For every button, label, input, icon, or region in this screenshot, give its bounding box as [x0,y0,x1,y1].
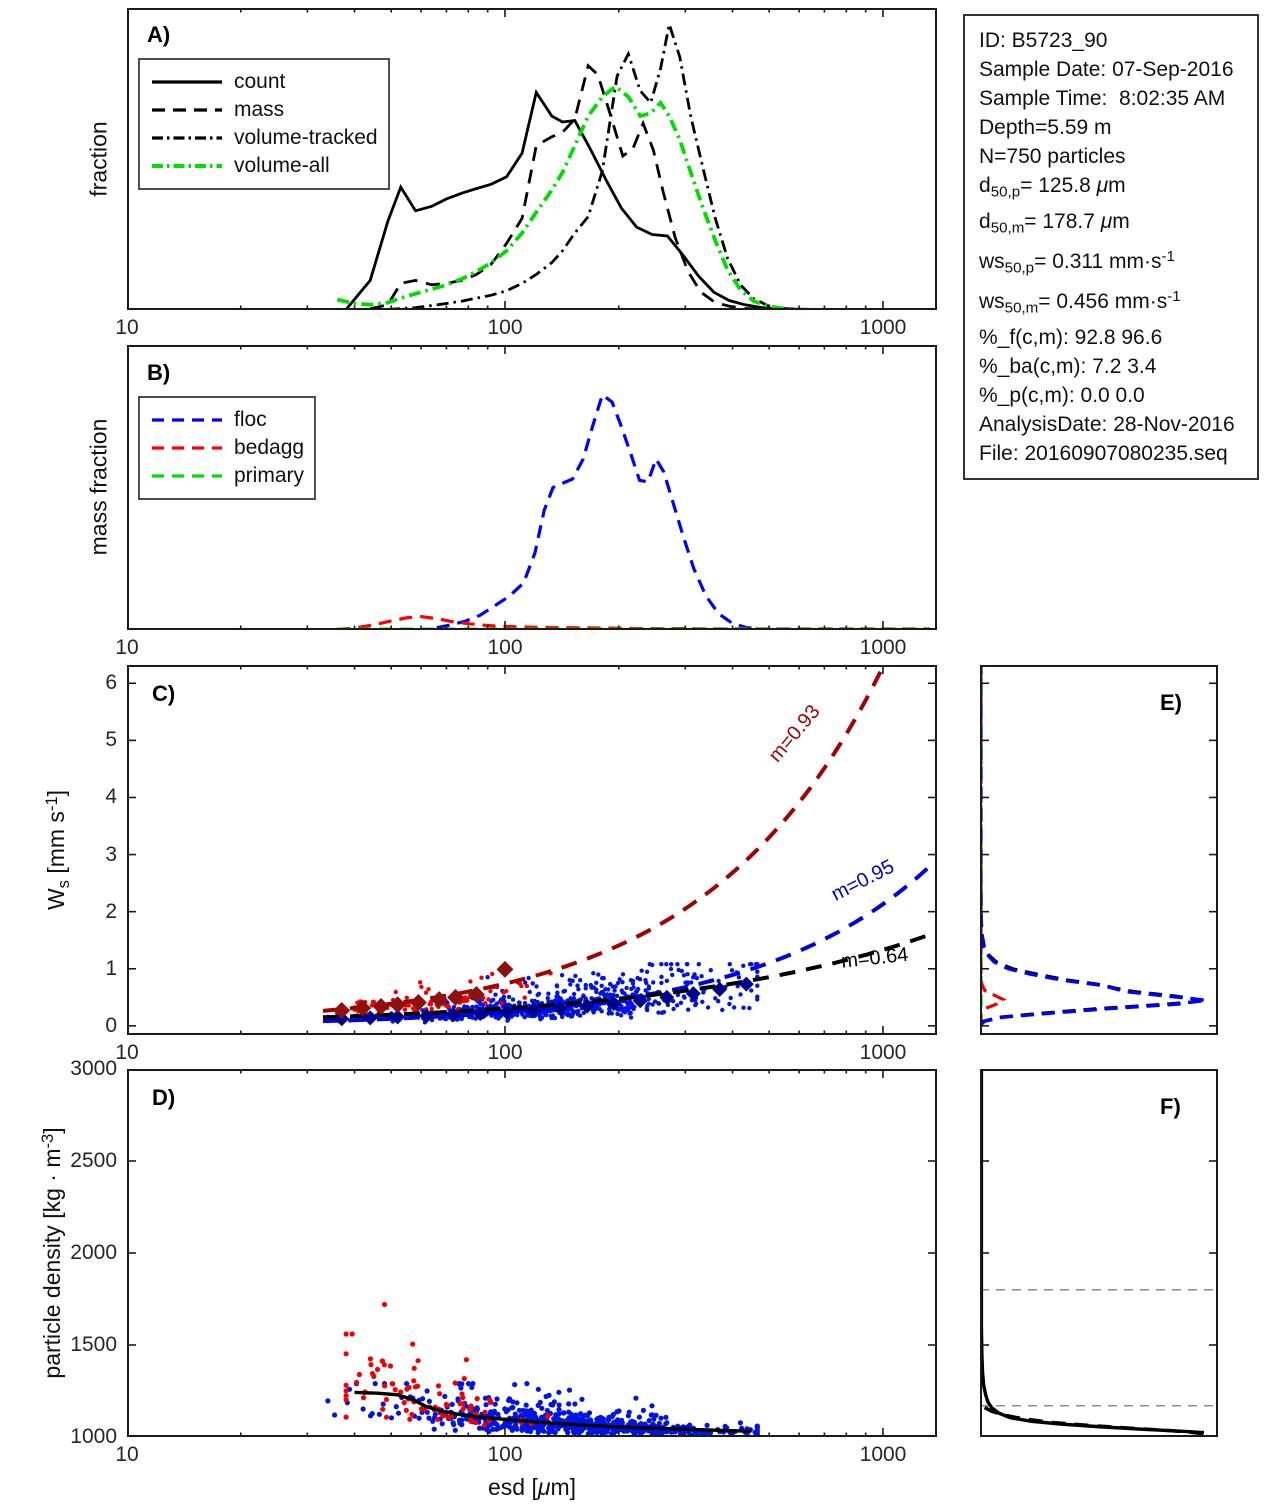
x-tick-label: 1000 [859,1041,907,1064]
x-tick-label: 10 [115,1041,139,1064]
markers-floc-median [334,976,754,1027]
info-line: File: 20160907080235.seq [979,441,1228,465]
legend-label: volume-tracked [234,126,378,149]
y-tick-label: 2 [105,900,117,923]
legend-item-primary: primary [150,462,304,490]
y-tick-label: 1500 [70,1333,117,1356]
x-tick-label: 100 [487,316,523,339]
info-line: Sample Date: 07-Sep-2016 [979,58,1234,81]
legend-item-mass: mass [150,96,378,124]
x-tick-label: 10 [115,1443,139,1466]
panel-b-letter: B) [147,360,171,385]
x-tick-label: 10 [115,316,139,339]
series-floc-ws [980,666,1207,1026]
scatter-bedagg-outliers [381,1301,416,1347]
panel-c-plot: m=0.93 m=0.95 m=0.64 [127,665,937,1035]
legend-label: bedagg [234,436,305,459]
series-floc [436,392,775,630]
legend-item-bedagg: bedagg [150,434,304,462]
info-line: %_p(c,m): 0.0 0.0 [979,383,1145,407]
panel-f-plot [980,1069,1218,1437]
y-tick-label: 3000 [70,1057,117,1080]
legend-label: volume-all [234,154,330,177]
markers-bedagg-median [333,960,514,1019]
info-line: ID: B5723_90 [979,29,1108,52]
y-tick-label: 5 [105,728,117,751]
legend-item-volume-tracked: volume-tracked [150,124,378,152]
legend-line-sample [152,136,222,140]
legend-line-sample [152,164,222,168]
series-bedagg [337,615,930,630]
legend-line-sample [152,418,222,422]
panel-b-plot [127,345,937,630]
y-tick-label: 2500 [70,1149,117,1172]
y-tick-label: 2000 [70,1241,117,1264]
info-line: AnalysisDate: 28-Nov-2016 [979,412,1235,436]
legend-item-floc: floc [150,406,304,434]
panel-d-plot [127,1069,937,1437]
panel-e-plot [980,665,1218,1035]
info-line: %_f(c,m): 92.8 96.6 [979,325,1163,349]
legend-item-volume-all: volume-all [150,152,378,180]
y-tick-label: 1000 [70,1425,117,1448]
series-mass-density-dist [983,1406,1207,1436]
series-bedagg-ws [980,666,1007,1025]
info-line: N=750 particles [979,145,1126,168]
legend-line-sample [152,474,222,478]
x-tick-label: 100 [487,1041,523,1064]
y-tick-label: 3 [105,843,117,866]
series-median-density [354,1390,752,1433]
legend-label: mass [234,98,285,121]
info-line: d50,p= 125.8 μm [979,174,1126,201]
series-count-density-dist [980,1069,1205,1435]
annotation-m-0-64: m=0.64 [840,944,909,973]
x-tick-label: 10 [115,636,139,659]
y-tick-label: 1 [105,957,117,980]
info-line: ws50,p= 0.311 mm·s-1 [979,248,1175,277]
y-tick-label: 4 [105,785,117,808]
annotation-m-0-93: m=0.93 [764,701,824,767]
panel-e-letter: E) [1160,690,1182,715]
info-line: d50,m= 178.7 μm [979,209,1130,237]
y-tick-label: 6 [105,671,117,694]
x-tick-label: 1000 [859,636,907,659]
x-tick-label: 1000 [859,316,907,339]
legend-label: primary [234,464,305,487]
panel-a-letter: A) [147,22,171,47]
legend-line-sample [152,108,222,112]
x-tick-label: 1000 [859,1443,907,1466]
x-tick-label: 100 [487,636,523,659]
info-box: ID: B5723_90 Sample Date: 07-Sep-2016 Samp… [963,14,1259,480]
x-axis-label: esd [μm] [487,1474,577,1500]
annotation-m-0-95: m=0.95 [828,856,898,906]
series-all-fit [322,933,928,1020]
panel-c-letter: C) [152,681,176,706]
series-count [345,88,866,310]
legend-label: count [234,70,286,93]
info-line: Sample Time: 8:02:35 AM [979,87,1226,110]
panel-a-plot [127,8,937,310]
panel-b-ylabel: mass fraction [85,418,112,556]
panel-f-letter: F) [1160,1094,1181,1119]
x-tick-label: 100 [487,1443,523,1466]
info-line: %_ba(c,m): 7.2 3.4 [979,354,1157,378]
legend-line-sample [152,80,222,84]
info-line: ws50,m= 0.456 mm·s-1 [979,288,1181,317]
panel-d-letter: D) [152,1085,176,1110]
info-line: Depth=5.59 m [979,116,1112,139]
legend-label: floc [234,408,267,431]
legend-line-sample [152,446,222,450]
legend-panel-b: floc bedagg primary [138,396,317,500]
legend-item-count: count [150,68,378,96]
y-tick-label: 0 [105,1014,117,1037]
panel-a-ylabel: fraction [85,121,112,197]
legend-panel-a: count mass volume-tracked volume-all [138,58,390,190]
series-volume-all [336,84,934,310]
series-volume-tracked [387,18,927,310]
